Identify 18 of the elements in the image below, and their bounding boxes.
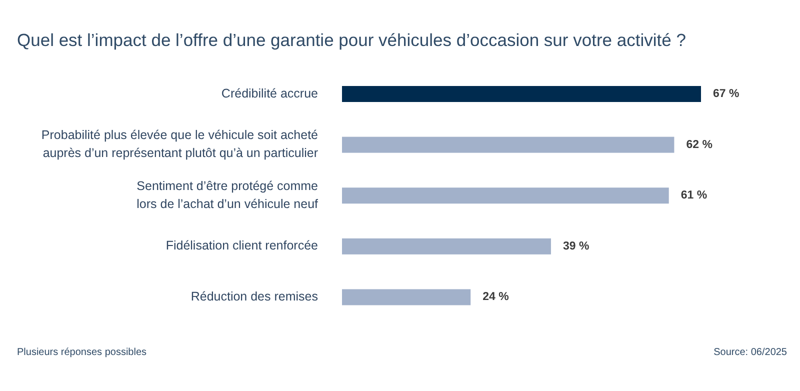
y-tick-label: Sentiment d’être protégé comme lors de l’achat d’un véhicule neuf — [136, 178, 319, 211]
source-note: Source: 06/2025 — [714, 347, 788, 358]
y-tick-label: Probabilité plus élevée que le véhicule soit acheté auprès d’un représentant plutôt qu’à un particulier — [41, 128, 318, 160]
chart-title: Quel est l’impact de l’offre d’une garantie pour véhicules d’occasion sur votre activité ? — [17, 30, 686, 50]
y-tick-label: Fidélisation client renforcée — [166, 238, 318, 253]
data-label: 67 % — [713, 88, 740, 100]
text: Plusieurs réponses possibles — [17, 347, 147, 358]
bar — [342, 86, 701, 102]
bar — [342, 136, 674, 153]
data-label: 61 % — [680, 190, 708, 202]
data-label: 39 % — [562, 240, 590, 252]
bar — [342, 188, 669, 204]
data-label: 24 % — [482, 291, 509, 304]
bar — [342, 238, 551, 254]
y-tick-label: Crédibilité accrue — [221, 86, 318, 100]
data-label: 62 % — [686, 138, 712, 151]
bar — [342, 289, 471, 306]
y-tick-label: Réduction des remises — [190, 289, 318, 304]
